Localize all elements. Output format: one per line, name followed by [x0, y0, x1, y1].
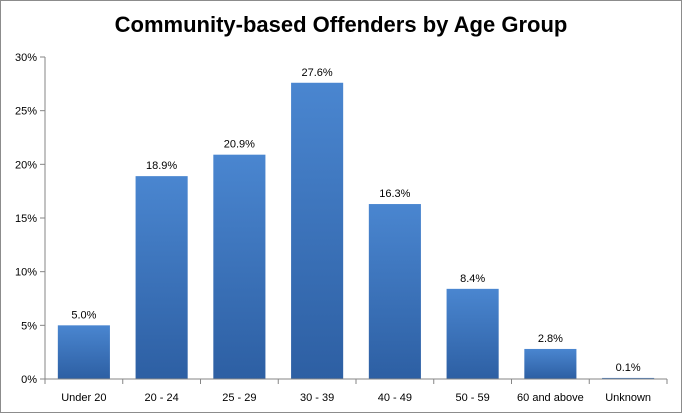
bar-60-and-above: [524, 348, 577, 379]
data-label: 27.6%: [302, 67, 333, 79]
axes: [40, 56, 668, 384]
bar-unknown: [602, 377, 655, 379]
x-tick-label: 30 - 39: [300, 392, 334, 404]
bars-layer: [57, 82, 655, 379]
chart-title: Community-based Offenders by Age Group: [114, 12, 568, 37]
x-tick-label: 50 - 59: [456, 392, 490, 404]
data-label: 8.4%: [460, 273, 485, 285]
y-tick-label: 5%: [21, 320, 37, 332]
y-tick-label: 0%: [21, 374, 37, 386]
labels-layer: 0% 5% 10% 15% 20% 25% 30% 5.0% Under 20 18.9% 20 -…: [15, 52, 651, 404]
y-tick-label: 10%: [15, 267, 37, 279]
data-label: 0.1%: [616, 362, 641, 374]
y-tick-label: 15%: [15, 213, 37, 225]
data-label: 16.3%: [379, 188, 410, 200]
x-tick-label: 20 - 24: [145, 392, 179, 404]
bar-40-49: [368, 204, 421, 379]
x-tick-label: 25 - 29: [222, 392, 256, 404]
y-tick-label: 30%: [15, 52, 37, 64]
data-label: 5.0%: [71, 309, 96, 321]
x-tick-label: 60 and above: [517, 392, 584, 404]
y-tick-label: 20%: [15, 159, 37, 171]
data-label: 2.8%: [538, 333, 563, 345]
bar-30-39: [291, 82, 344, 379]
y-tick-label: 25%: [15, 106, 37, 118]
bar-under-20: [57, 325, 110, 379]
bar-50-59: [446, 288, 499, 379]
x-tick-label: 40 - 49: [378, 392, 412, 404]
data-label: 20.9%: [224, 139, 255, 151]
x-tick-label: Unknown: [605, 392, 651, 404]
bar-20-24: [135, 176, 188, 379]
x-tick-label: Under 20: [61, 392, 106, 404]
data-label: 18.9%: [146, 160, 177, 172]
bar-25-29: [213, 154, 266, 379]
